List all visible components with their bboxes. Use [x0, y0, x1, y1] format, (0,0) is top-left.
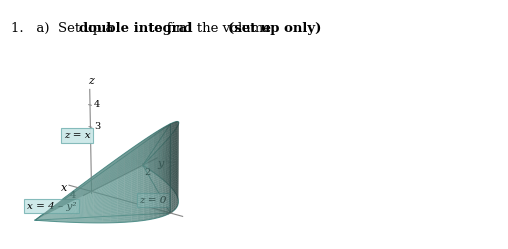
Text: x = 4 – y²: x = 4 – y²	[27, 202, 76, 211]
Text: to find the volume: to find the volume	[145, 22, 275, 35]
Text: double integral: double integral	[79, 22, 192, 35]
Text: 1.   a)  Set up a: 1. a) Set up a	[11, 22, 118, 35]
Text: (set up only): (set up only)	[228, 22, 322, 35]
